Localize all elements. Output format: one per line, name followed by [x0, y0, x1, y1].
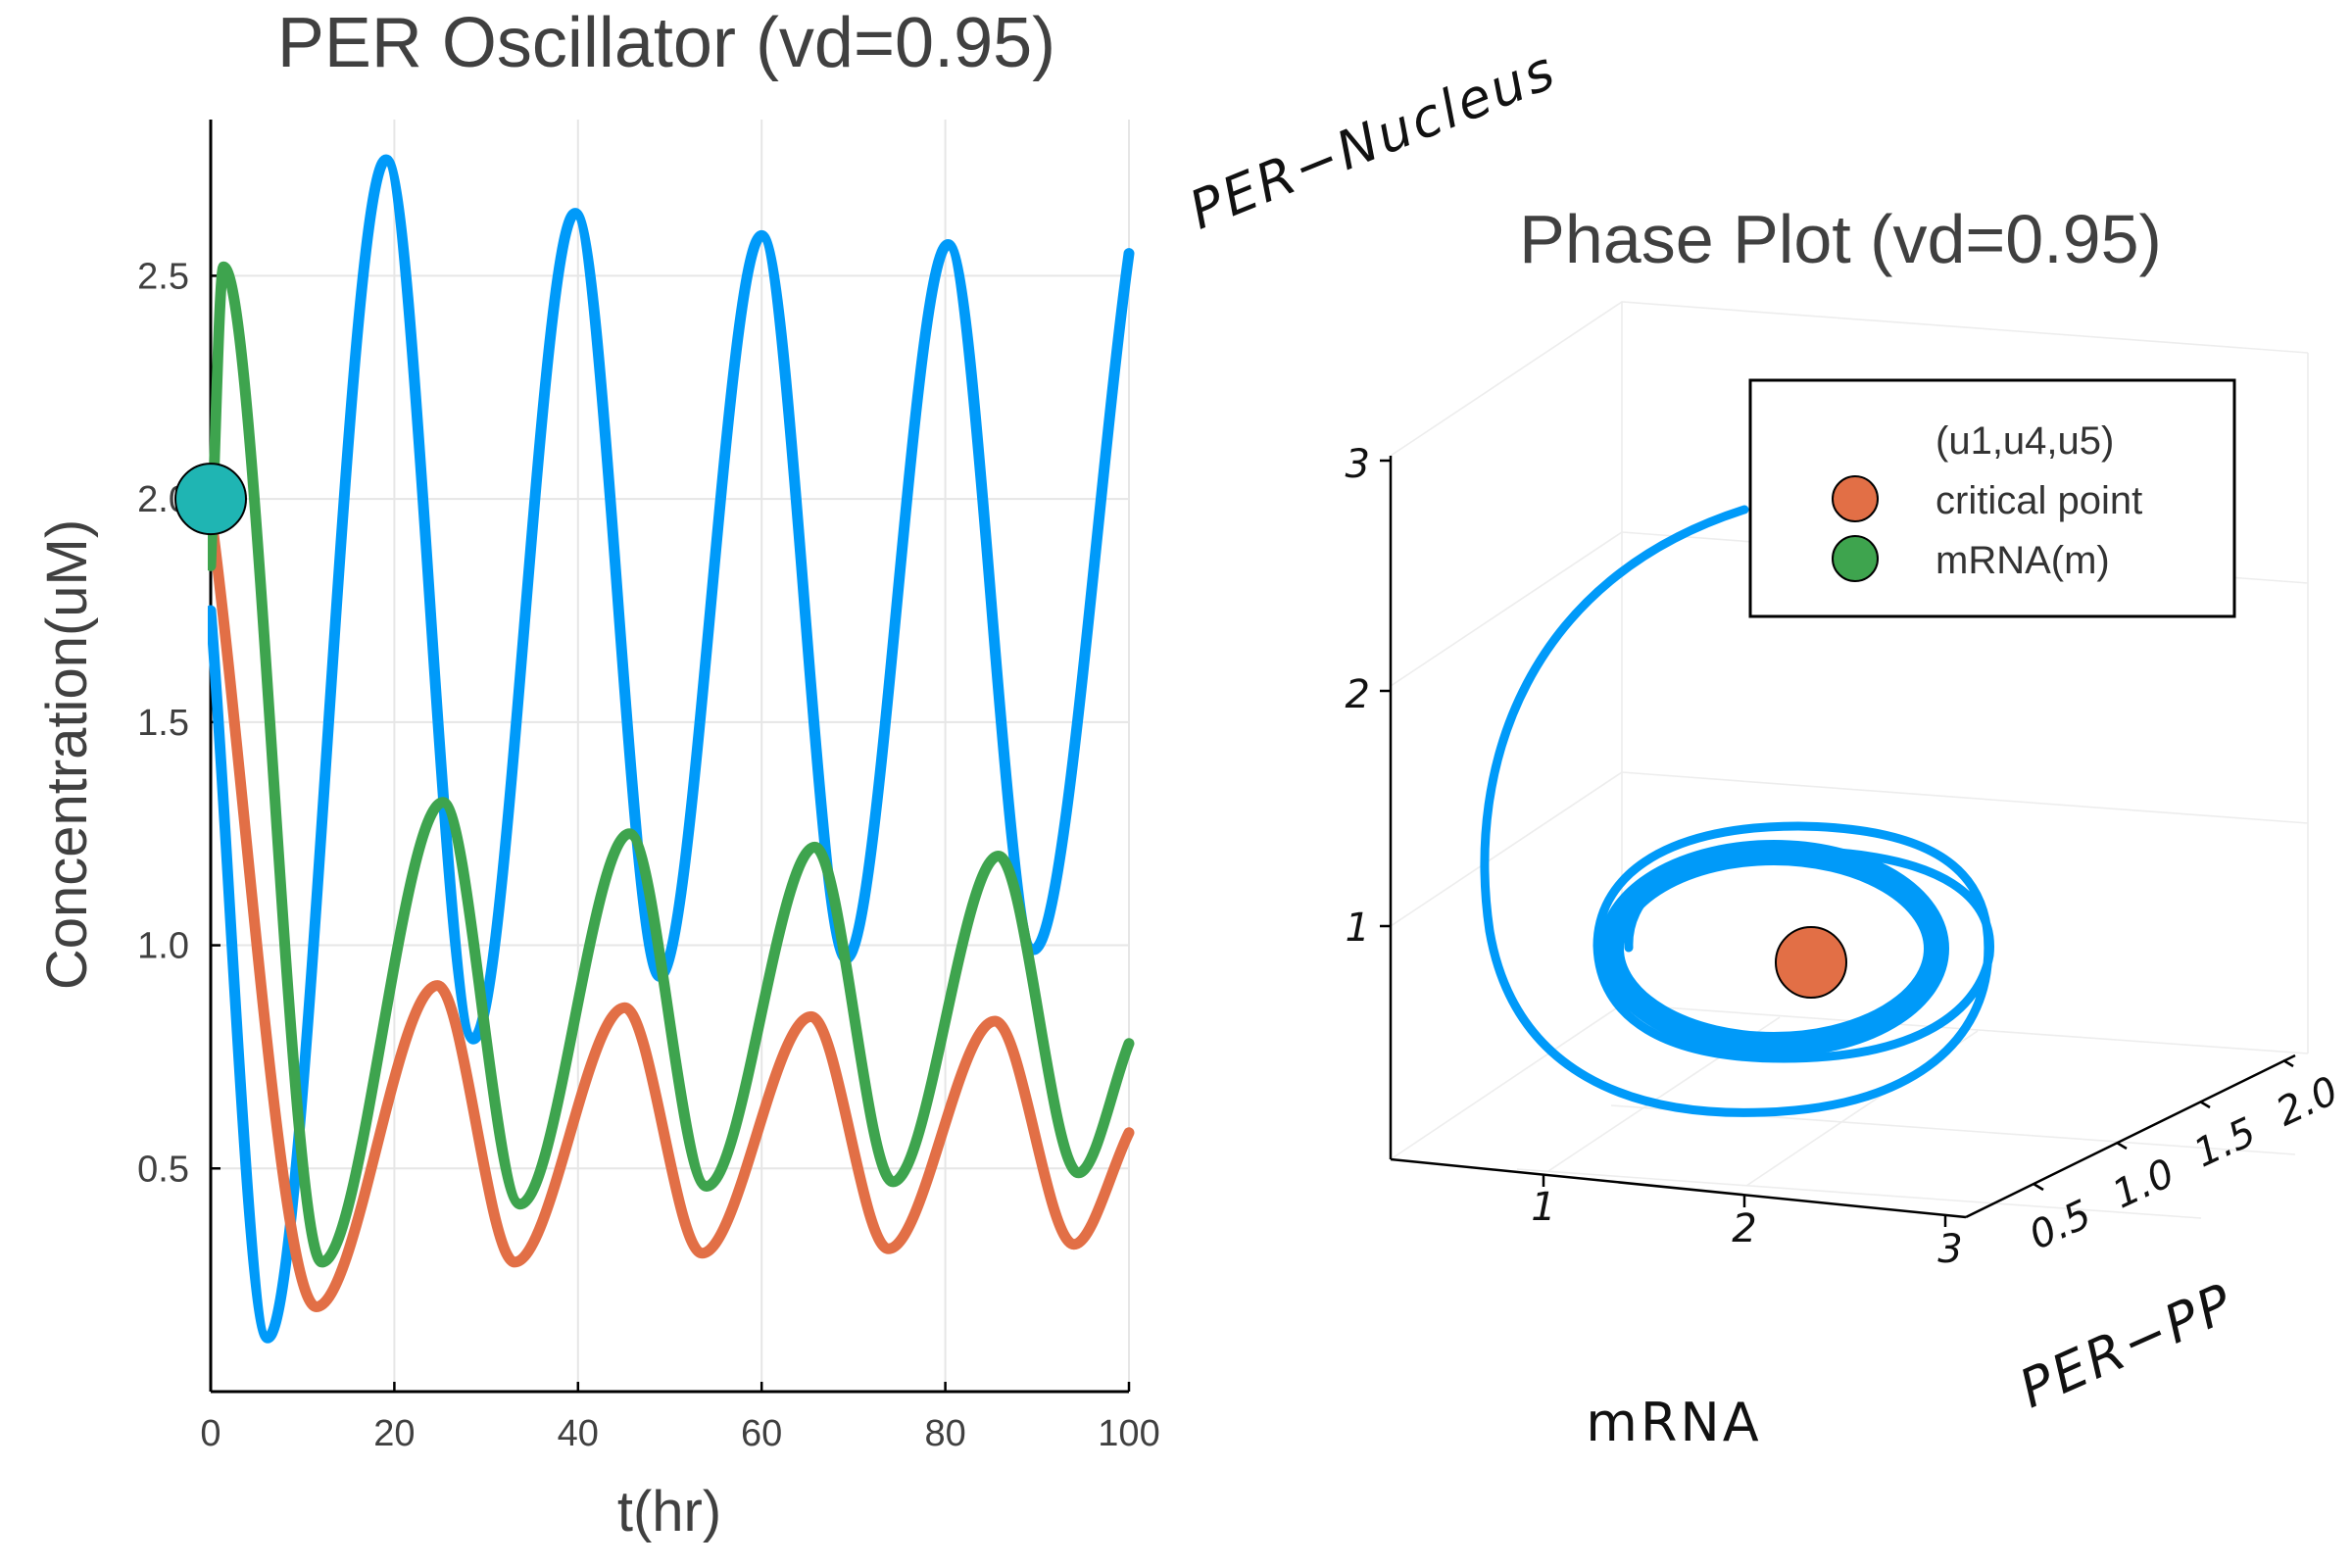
right-chart-title: Phase Plot (vd=0.95) [1519, 201, 2162, 277]
z-tick-label: 1 [1346, 906, 1370, 951]
phase-y-axis-label: PER−PP [2010, 1271, 2243, 1420]
x-tick-label: 20 [373, 1413, 415, 1454]
left-series [208, 154, 1135, 1344]
trajectory-transient [1480, 505, 1995, 1117]
x-tick-label: 2 [1732, 1206, 1756, 1251]
left-x-axis-label: t(hr) [617, 1480, 721, 1544]
legend: (u1,u4,u5) critical point mRNA(m) [1748, 378, 2236, 618]
left-chart-title: PER Oscillator (vd=0.95) [277, 4, 1055, 82]
x-tick-label: 100 [1098, 1413, 1159, 1454]
phase-trajectory [1480, 505, 1995, 1117]
critical-point-marker [1775, 926, 1847, 999]
limit-cycle [1598, 840, 1949, 1057]
x-tick-label: 1 [1531, 1185, 1555, 1230]
y-axis-line-3d [1965, 1054, 2296, 1219]
legend-label-mrna: mRNA(m) [1936, 539, 2110, 582]
initial-condition-marker [174, 463, 247, 536]
phase-plot-chart: Phase Plot (vd=0.95) [1181, 38, 2345, 1453]
legend-box [1748, 378, 2236, 618]
time-series-chart: PER Oscillator (vd=0.95) 0 20 40 60 80 100 0.5… [35, 4, 1160, 1544]
y-tick-label: 1.5 [2187, 1109, 2263, 1177]
legend-swatch-mrna [1832, 535, 1879, 582]
z-tick-label: 3 [1346, 442, 1370, 487]
left-axes [209, 120, 1129, 1394]
legend-label-trajectory: (u1,u4,u5) [1936, 419, 2114, 463]
legend-swatch-critical-point [1832, 475, 1879, 522]
x-tick-label: 0 [200, 1413, 220, 1454]
y-tick-label: 0.5 [137, 1149, 189, 1190]
left-y-axis-label: Concentration(uM) [35, 519, 99, 990]
y-tick-label: 1.0 [2106, 1151, 2181, 1218]
y-tick-label: 0.5 [2023, 1192, 2098, 1259]
x-tick-label: 40 [558, 1413, 599, 1454]
series-line-0 [208, 154, 1135, 1344]
phase-z-axis-label: PER−Nucleus [1181, 38, 1565, 241]
phase-3d-axes [1380, 456, 2296, 1227]
y-tick-label: 1.5 [137, 703, 189, 744]
z-tick-label: 2 [1346, 672, 1370, 717]
x-tick-label: 3 [1937, 1227, 1962, 1272]
y-tick-label: 2.5 [137, 256, 189, 297]
series-line-2 [208, 261, 1135, 1268]
legend-label-critical-point: critical point [1936, 479, 2142, 522]
x-tick-label: 60 [741, 1413, 782, 1454]
x-axis-line-3d [1390, 1157, 1967, 1219]
y-tick-label: 1.0 [137, 926, 189, 967]
x-tick-label: 80 [924, 1413, 965, 1454]
phase-x-axis-label: mRNA [1586, 1392, 1761, 1453]
y-tick-label: 2.0 [2270, 1068, 2345, 1136]
series-line-1 [208, 507, 1135, 1312]
